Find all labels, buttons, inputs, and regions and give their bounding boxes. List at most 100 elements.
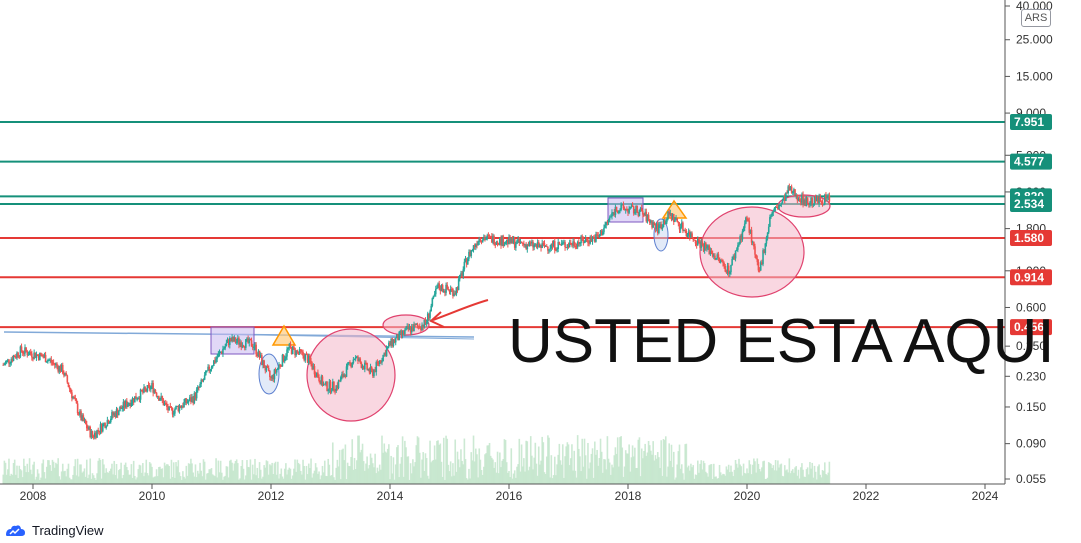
volume-bar — [826, 475, 828, 484]
accumulation-circle[interactable] — [699, 206, 805, 298]
candle-body — [590, 236, 593, 242]
volume-bar — [13, 459, 16, 484]
candle-body — [526, 244, 529, 250]
candle-body — [282, 354, 285, 362]
volume-bar — [429, 440, 431, 484]
candle-body — [367, 368, 370, 370]
tradingview-branding[interactable]: TradingView — [4, 520, 104, 540]
volume-bar — [116, 478, 119, 484]
volume-bar — [598, 458, 601, 484]
candle-body — [274, 369, 277, 373]
candle-body — [463, 261, 466, 270]
candle-body — [47, 360, 49, 362]
candle-body — [741, 231, 744, 240]
candle-body — [687, 231, 690, 235]
volume-bar — [266, 461, 269, 484]
volume-bar — [785, 470, 787, 484]
candle-body — [731, 259, 733, 266]
volume-bar — [782, 476, 785, 484]
volume-bar — [793, 472, 795, 484]
volume-bar — [339, 479, 342, 484]
volume-bar — [380, 469, 382, 484]
candle-body — [591, 237, 594, 242]
accumulation-circle[interactable] — [382, 314, 430, 336]
candle-body — [123, 401, 126, 408]
time-tick-label: 2022 — [853, 489, 880, 503]
candle-body — [63, 373, 65, 376]
candle-body — [219, 351, 222, 353]
candle-body — [34, 352, 37, 358]
volume-bar — [660, 440, 662, 484]
time-axis[interactable]: 2008 2010 2012 2014 2016 2018 2020 2022 2024 — [20, 484, 999, 503]
volume-bar — [589, 462, 592, 484]
candle-body — [596, 234, 598, 236]
volume-bar — [250, 479, 253, 484]
volume-bar — [65, 476, 67, 484]
volume-bar — [309, 468, 311, 484]
volume-bar — [134, 475, 136, 484]
candle-body — [99, 424, 102, 433]
volume-bar — [539, 464, 541, 484]
candle-body — [343, 374, 346, 377]
volume-bar — [635, 468, 637, 484]
volume-bar — [327, 458, 330, 484]
volume-bar — [463, 438, 466, 484]
red-arrow[interactable] — [432, 299, 489, 321]
volume-bar — [709, 464, 712, 484]
volume-bar — [729, 472, 731, 484]
volume-bar — [155, 469, 158, 484]
candle-body — [415, 323, 418, 325]
candle-body — [445, 284, 447, 293]
volume-bar — [110, 468, 112, 484]
volume-bar — [576, 435, 579, 484]
candle-body — [646, 214, 649, 222]
volume-bar — [716, 478, 719, 484]
volume-bar — [350, 457, 352, 484]
candle-body — [159, 399, 161, 401]
candle-body — [477, 241, 479, 246]
candle-body — [114, 412, 117, 418]
candle-body — [478, 237, 481, 242]
candle-body — [635, 205, 637, 213]
volume-bar — [605, 469, 608, 484]
volume-bar — [201, 476, 204, 484]
volume-bar — [124, 462, 127, 484]
warning-triangle[interactable] — [271, 324, 297, 346]
volume-bar — [349, 466, 351, 484]
volume-bar — [34, 479, 37, 484]
volume-bar — [144, 472, 146, 484]
volume-bar — [72, 474, 74, 484]
volume-bar — [453, 475, 455, 484]
volume-bar — [287, 469, 289, 484]
candle-body — [733, 256, 736, 259]
volume-bar — [10, 473, 13, 484]
candle-body — [176, 405, 178, 407]
candle-body — [767, 226, 770, 233]
volume-bar — [143, 476, 145, 484]
currency-badge[interactable]: ARS — [1021, 9, 1051, 27]
candle-body — [401, 330, 404, 335]
volume-bar — [67, 463, 70, 484]
candle-body — [794, 189, 796, 197]
volume-bar — [391, 473, 394, 484]
volume-bar — [184, 478, 186, 484]
candle-body — [670, 213, 673, 220]
accumulation-circle[interactable] — [306, 328, 396, 422]
candle-body — [266, 365, 269, 369]
volume-bar — [273, 463, 276, 484]
volume-bar — [737, 467, 739, 484]
volume-bar — [564, 456, 566, 484]
candle-body — [98, 430, 101, 433]
volume-bar — [724, 475, 727, 484]
volume-bar — [825, 474, 827, 484]
volume-bar — [408, 479, 411, 484]
volume-bar — [135, 479, 137, 484]
volume-bar — [715, 476, 717, 484]
candle-body — [418, 326, 421, 329]
volume-bar — [31, 474, 33, 484]
candle-body — [607, 219, 610, 222]
candle-body — [707, 245, 709, 248]
candle-body — [599, 230, 602, 236]
candle-body — [42, 356, 45, 358]
